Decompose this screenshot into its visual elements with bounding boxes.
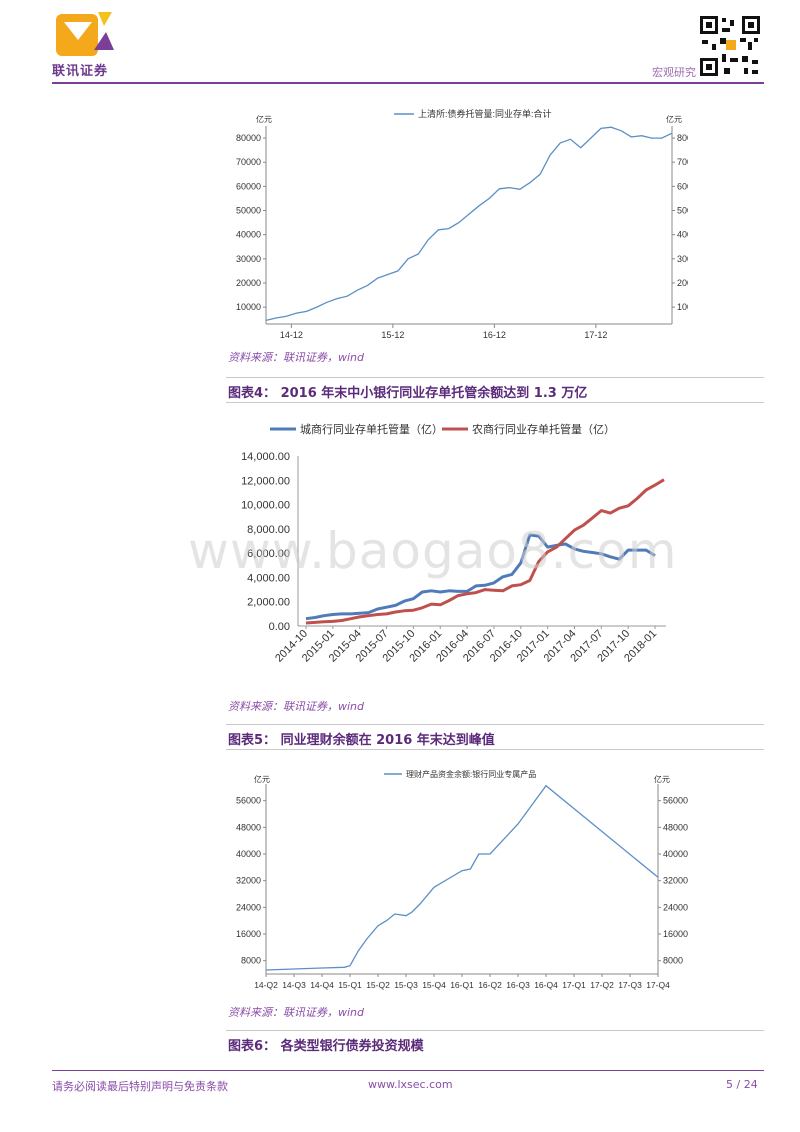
y-tick-label-right: 56000 [663,796,688,806]
x-tick-label: 16-Q2 [478,980,502,990]
y-tick-label-right: 40000 [663,849,688,859]
legend-label: 农商行同业存单托管量（亿） [472,422,615,436]
y-tick-label-right: 80000 [677,133,688,143]
y-tick-label-left: 24000 [236,902,261,912]
divider [226,1030,764,1031]
x-tick-label: 16-Q1 [450,980,474,990]
brand-logo [54,10,120,60]
logo-mark-icon [56,12,114,56]
x-tick-label: 15-Q3 [394,980,418,990]
unit-right: 亿元 [666,114,682,124]
x-tick-label: 17-12 [584,330,607,340]
y-tick-label-right: 50000 [677,206,688,216]
y-tick-label-left: 8000 [241,956,261,966]
brand-name: 联讯证券 [52,64,109,79]
x-tick-label: 17-Q1 [562,980,586,990]
fig5-title: 图表5： 同业理财余额在 2016 年末达到峰值 [228,733,495,748]
x-tick-label: 16-Q3 [506,980,530,990]
chart1-source: 资料来源：联讯证券，wind [228,351,365,364]
y-tick-label-left: 30000 [236,254,261,264]
x-tick-label: 17-Q3 [618,980,642,990]
y-tick-label-left: 16000 [236,929,261,939]
fig6-title: 图表6： 各类型银行债券投资规模 [228,1039,424,1054]
qr-code-icon [698,14,762,78]
fig4-source: 资料来源：联讯证券，wind [228,700,365,713]
unit-left: 亿元 [254,774,270,784]
series-line [265,784,659,971]
x-tick-label: 17-Q2 [590,980,614,990]
footer-url-link[interactable]: www.lxsec.com [368,1078,453,1091]
y-tick-label: 4,000.00 [247,572,290,584]
y-tick-label-right: 60000 [677,181,688,191]
y-tick-label-right: 8000 [663,956,683,966]
x-tick-label: 16-Q4 [534,980,558,990]
y-tick-label: 14,000.00 [241,451,290,463]
y-tick-label-left: 50000 [236,206,261,216]
x-tick-label: 14-12 [280,330,303,340]
y-tick-label: 6,000.00 [247,548,290,560]
footer-disclaimer: 请务必阅读最后特别声明与免责条款 [52,1080,228,1093]
y-tick-label: 2,000.00 [247,597,290,609]
legend-label: 上清所:债券托管量:同业存单:合计 [418,108,552,119]
header-rule [52,82,764,84]
x-tick-label: 15-Q1 [338,980,362,990]
chart-city-rural-bank-cd: 城商行同业存单托管量（亿） 农商行同业存单托管量（亿） 0.00 2,000.00 4,… [241,422,666,665]
y-tick-label-left: 32000 [236,876,261,886]
legend-label: 理财产品资金余额:银行同业专属产品 [406,769,536,779]
y-tick-label-right: 30000 [677,254,688,264]
unit-right: 亿元 [654,774,670,784]
legend-label: 城商行同业存单托管量（亿） [300,422,443,436]
y-tick-label-left: 48000 [236,822,261,832]
fig5-source: 资料来源：联讯证券，wind [228,1006,365,1019]
y-tick-label: 10,000.00 [241,500,290,512]
x-tick-label: 14-Q2 [254,980,278,990]
y-tick-label-left: 56000 [236,796,261,806]
divider [226,724,764,725]
x-tick-label: 15-Q4 [422,980,446,990]
y-tick-label-right: 40000 [677,230,688,240]
y-tick-label-right: 70000 [677,157,688,167]
y-tick-label: 8,000.00 [247,524,290,536]
x-tick-label: 14-Q4 [310,980,334,990]
y-tick-label-left: 20000 [236,278,261,288]
divider [226,377,764,378]
series-line [265,126,673,322]
fig4-title: 图表4： 2016 年末中小银行同业存单托管余额达到 1.3 万亿 [228,386,588,401]
series-line-2 [305,478,665,625]
y-tick-label-right: 20000 [677,278,688,288]
y-tick-label-left: 60000 [236,181,261,191]
y-tick-label-left: 80000 [236,133,261,143]
y-tick-label-left: 70000 [236,157,261,167]
series-line-1 [305,533,656,621]
y-tick-label: 12,000.00 [241,475,290,487]
y-tick-label-left: 40000 [236,849,261,859]
watermark: www.baogao8.com [188,522,678,580]
x-tick-label: 15-12 [381,330,404,340]
y-tick-label-right: 32000 [663,876,688,886]
header-section-label: 宏观研究 [652,66,696,79]
y-tick-label: 0.00 [269,621,290,633]
footer-page-number: 5 / 24 [726,1078,758,1091]
x-tick-label: 15-Q2 [366,980,390,990]
unit-left: 亿元 [256,114,272,124]
y-tick-label-left: 10000 [236,302,261,312]
divider [226,749,764,750]
divider [226,402,764,403]
footer-rule [52,1070,764,1071]
x-tick-label: 14-Q3 [282,980,306,990]
y-tick-label-right: 10000 [677,302,688,312]
y-tick-label-right: 24000 [663,902,688,912]
y-tick-label-right: 16000 [663,929,688,939]
x-tick-label: 17-Q4 [646,980,670,990]
y-tick-label-right: 48000 [663,822,688,832]
y-tick-label-left: 40000 [236,230,261,240]
x-tick-label: 16-12 [483,330,506,340]
